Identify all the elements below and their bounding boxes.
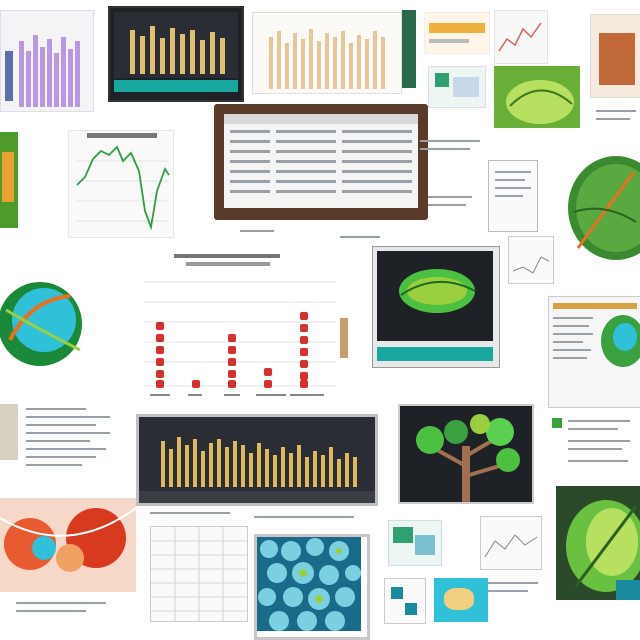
text-line	[488, 590, 528, 592]
globe-icon	[0, 282, 82, 366]
line-chart-icon	[498, 22, 542, 52]
green-side-panel	[0, 132, 18, 228]
cells-icon	[257, 537, 361, 631]
vertical-label	[340, 318, 348, 358]
text-line	[254, 516, 354, 518]
text-line	[495, 195, 523, 197]
doc-panel-right	[488, 160, 538, 232]
right-doc-green	[548, 296, 640, 408]
small-icon-panel	[384, 578, 426, 624]
table-icon	[224, 114, 418, 193]
globe-icon	[568, 156, 640, 260]
text-line	[26, 416, 110, 418]
orange-panel	[590, 14, 640, 98]
side-strip	[402, 10, 416, 88]
text-line	[240, 230, 274, 232]
framed-table-screen	[214, 104, 428, 220]
text-line	[568, 420, 630, 422]
text-line	[553, 317, 593, 319]
text-line	[553, 333, 593, 335]
bar-chart-icon	[139, 437, 375, 503]
leaf-icon	[506, 80, 574, 124]
line-chart-icon	[484, 534, 538, 558]
grid-table-doc	[150, 526, 248, 622]
line-thumb-panel	[480, 516, 542, 570]
text-line	[568, 440, 630, 442]
text-line	[26, 440, 90, 442]
bar-chart-icon	[5, 35, 80, 107]
text-line	[26, 432, 110, 434]
text-line	[340, 236, 380, 238]
line-mini-panel	[494, 10, 548, 64]
text-line	[16, 602, 106, 604]
small-line-doc	[508, 236, 554, 284]
green-globe-panel	[564, 152, 640, 268]
leaf-monitor	[372, 246, 500, 368]
text-line	[428, 204, 466, 206]
text-line	[420, 148, 470, 150]
text-line	[420, 140, 480, 142]
dot-chart-icon	[144, 281, 336, 396]
text-line	[568, 448, 622, 450]
small-map-panel	[428, 66, 486, 108]
text-line	[16, 610, 86, 612]
leaf-icon	[566, 500, 640, 600]
text-line	[26, 464, 82, 466]
right-text-area	[548, 412, 640, 480]
bar-chart-icon	[114, 12, 238, 92]
cell-mosaic-panel	[254, 534, 370, 640]
green-photo-bottom	[556, 486, 640, 600]
text-line	[26, 408, 86, 410]
leaf-icon	[399, 269, 476, 313]
text-line	[596, 118, 630, 120]
red-texture-panel	[0, 498, 136, 592]
line-chart-icon	[512, 256, 550, 274]
tan-bar-panel	[252, 12, 402, 94]
tree-icon	[416, 414, 520, 502]
text-line	[553, 341, 583, 343]
tree-image-panel	[398, 404, 534, 504]
text-line	[553, 349, 591, 351]
cyan-thumb-panel	[434, 578, 488, 622]
table-icon	[151, 527, 247, 621]
text-line	[150, 512, 230, 514]
text-line	[495, 171, 531, 173]
text-line	[568, 460, 628, 462]
text-line	[495, 179, 525, 181]
text-line	[596, 110, 636, 112]
texture-icon	[0, 498, 136, 592]
text-line	[553, 357, 587, 359]
purple-bar-panel	[0, 10, 94, 112]
red-dot-chart	[130, 252, 344, 402]
wide-gold-bar-screen	[136, 414, 378, 506]
green-photo-panel	[494, 66, 580, 128]
gold-bar-monitor	[108, 6, 244, 102]
text-line	[26, 424, 96, 426]
text-line	[26, 448, 106, 450]
bar-chart-icon	[269, 29, 385, 89]
mini-chart-panel	[424, 12, 490, 54]
text-line	[568, 428, 618, 430]
line-chart-icon	[75, 145, 170, 231]
text-line	[428, 196, 472, 198]
text-line	[488, 582, 538, 584]
left-text-block	[0, 402, 118, 486]
multicolor-globe	[0, 270, 86, 380]
text-line	[553, 325, 589, 327]
leaf-icon	[601, 315, 640, 367]
text-line	[26, 456, 96, 458]
text-line	[495, 187, 531, 189]
map-thumb-panel	[388, 520, 442, 566]
green-line-chart	[68, 130, 174, 238]
